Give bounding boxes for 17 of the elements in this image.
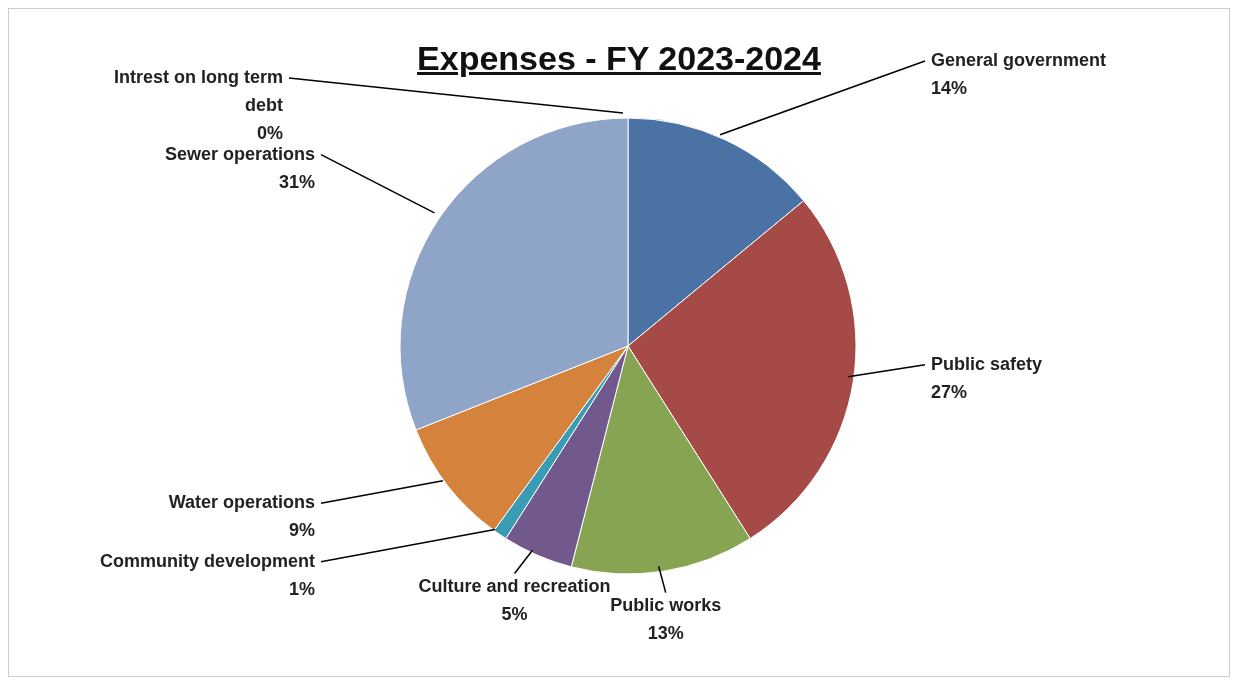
slice-label: Public works [610, 594, 722, 615]
slice-label: Public safety [931, 353, 1043, 374]
slice-label: General government [931, 49, 1107, 70]
data-label: 31% [278, 171, 315, 192]
slice-label: Water operations [168, 492, 315, 513]
text: 0% [256, 123, 283, 143]
data-label: 27% [931, 381, 968, 402]
chart-title: Expenses - FY 2023-2024 [417, 39, 821, 77]
category-label: Intrest on long term debt [113, 67, 283, 115]
data-label: 5% [501, 603, 528, 624]
data-label: 14% [931, 77, 968, 98]
slice-label: Sewer operations [164, 143, 315, 164]
slice-label: Community development [99, 550, 315, 571]
data-label: 9% [288, 520, 315, 541]
data-label: 1% [288, 578, 315, 599]
data-label: 13% [647, 622, 684, 643]
slice-label: Culture and recreation [418, 575, 611, 596]
